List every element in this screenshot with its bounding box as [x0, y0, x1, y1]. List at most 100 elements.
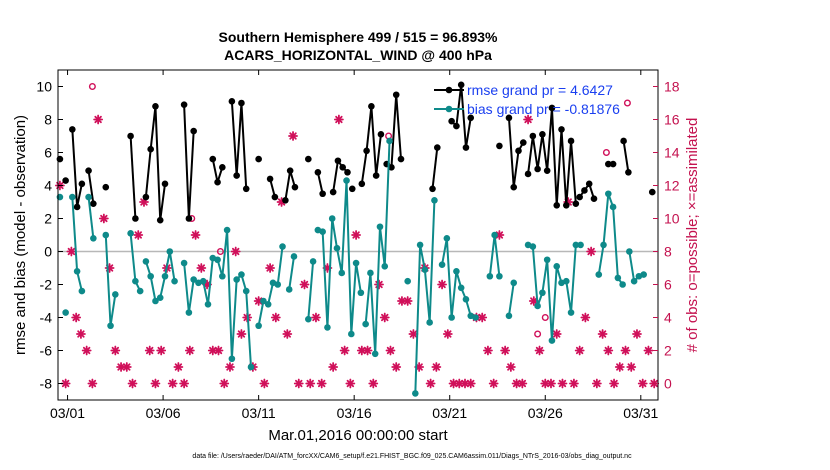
assimilated-count-marker [150, 378, 161, 389]
rmse-point [185, 215, 193, 222]
bias-point [264, 301, 272, 308]
bias-point [572, 241, 580, 249]
rmse-point [448, 117, 455, 125]
assimilated-count-marker [230, 246, 241, 257]
assimilated-count-marker [305, 378, 316, 389]
bias-point [416, 241, 424, 249]
assimilated-count-marker [270, 312, 281, 323]
bias-point [185, 309, 193, 316]
bias-point [376, 223, 384, 231]
bias-point [242, 287, 250, 295]
rmse-point [242, 185, 250, 193]
bias-point [166, 248, 174, 255]
bias-point [324, 324, 331, 331]
x-tick-label: 03/26 [528, 405, 563, 421]
rmse-point [238, 99, 245, 107]
assimilated-count-marker [144, 345, 155, 356]
rmse-point [467, 114, 475, 122]
possible-count-marker [216, 247, 224, 255]
assimilated-count-marker [557, 378, 568, 389]
assimilated-count-marker [374, 279, 384, 290]
bias-point [112, 291, 119, 298]
rmse-point [388, 164, 395, 171]
bias-point [462, 296, 470, 303]
legend-bias-marker [445, 105, 453, 113]
bias-point [152, 297, 159, 305]
assimilated-count-marker [167, 378, 178, 389]
rmse-point [377, 131, 385, 138]
rmse-point [397, 155, 405, 163]
series-layer [56, 81, 656, 397]
rmse-point [524, 170, 532, 178]
assimilated-count-marker [127, 378, 138, 389]
rmse-point [553, 202, 561, 209]
rmse-point [433, 144, 441, 151]
bias-point [274, 281, 282, 288]
y-left-tick-label: -8 [40, 376, 53, 392]
rmse-point [534, 165, 541, 173]
y-right-tick-label: 12 [664, 178, 680, 194]
assimilated-count-marker [98, 213, 109, 224]
bias-point [171, 277, 178, 285]
assimilated-count-marker [184, 345, 195, 356]
y-left-tick-label: 2 [44, 211, 52, 227]
assimilated-count-marker [483, 345, 493, 356]
legend-rmse-label: rmse grand pr = 4.6427 [467, 82, 613, 98]
assimilated-count-marker [408, 329, 419, 339]
assimilated-count-marker [442, 329, 453, 339]
x-tick-label: 03/01 [50, 405, 85, 421]
assimilated-count-marker [609, 378, 619, 389]
bias-point [156, 294, 164, 302]
y-left-tick-label: 0 [44, 244, 52, 260]
assimilated-count-marker [173, 362, 184, 372]
bias-point [338, 269, 346, 277]
assimilated-count-marker [402, 296, 413, 306]
assimilated-count-marker [643, 345, 654, 356]
rmse-line-segment [622, 140, 630, 173]
bias-point [343, 177, 350, 184]
y-right-tick-label: 6 [664, 277, 672, 293]
assimilated-count-marker [580, 312, 591, 323]
bias-point [279, 243, 286, 250]
bias-point [367, 269, 374, 277]
bias-point [290, 253, 298, 260]
assimilated-count-marker [362, 345, 373, 356]
rmse-point [457, 81, 465, 89]
bias-point [78, 287, 86, 295]
assimilated-count-marker [219, 378, 230, 389]
chart-subtitle: ACARS_HORIZONTAL_WIND @ 400 hPa [224, 47, 492, 63]
assimilated-count-marker [597, 329, 608, 339]
y-right-tick-label: 8 [664, 244, 672, 260]
data-file-footnote: data file: /Users/raeder/DAI/ATM_forcXX/… [192, 453, 632, 460]
possible-count-marker [602, 148, 610, 156]
bias-point [238, 271, 245, 278]
bias-point [90, 235, 97, 242]
assimilated-count-marker [339, 345, 350, 356]
rmse-point [62, 177, 69, 184]
x-tick-label: 03/31 [623, 405, 658, 421]
assimilated-count-marker [574, 345, 585, 356]
bias-point [577, 241, 584, 249]
y-right-tick-label: 0 [664, 376, 672, 392]
rmse-point [190, 127, 197, 135]
legend: rmse grand pr = 4.6427 bias grand pr = -… [434, 82, 620, 117]
bias-point [386, 137, 393, 145]
assimilated-count-marker [179, 378, 190, 389]
rmse-point [358, 180, 366, 188]
rmse-point [648, 188, 656, 196]
rmse-point [147, 145, 154, 153]
rmse-line-segment [316, 172, 324, 194]
assimilated-count-marker [60, 378, 71, 389]
bias-point [333, 244, 341, 252]
rmse-line-segment [332, 159, 349, 193]
possible-count-marker [623, 99, 631, 107]
bias-point [448, 314, 455, 321]
legend-rmse-marker [445, 86, 453, 94]
rmse-point [271, 193, 279, 201]
x-tick-label: 03/11 [242, 405, 276, 421]
rmse-point [69, 126, 76, 133]
bias-line-segment [527, 243, 581, 342]
assimilated-count-marker [505, 362, 516, 372]
assimilated-count-marker [637, 378, 648, 389]
bias-point [609, 203, 617, 211]
